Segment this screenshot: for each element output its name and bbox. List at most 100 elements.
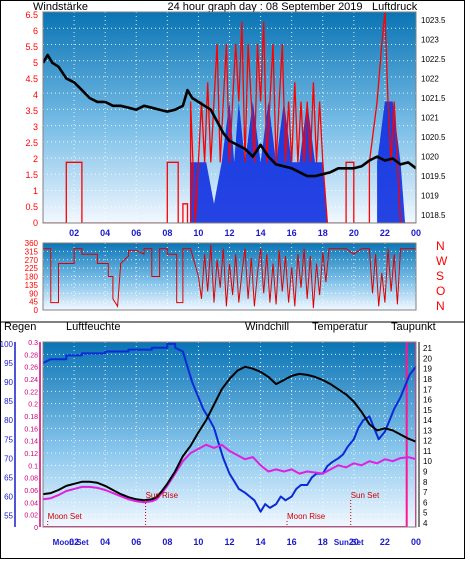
- time-tick-label: 22: [380, 228, 390, 238]
- temperature-tick-label: 9: [423, 468, 428, 477]
- time-tick-label: 20: [349, 537, 359, 547]
- windstaerke-label: Windstärke: [33, 1, 88, 13]
- temperature-tick-label: 11: [423, 447, 432, 456]
- humidity-tick-label: 55: [4, 512, 13, 521]
- direction-tick-label: 135: [25, 281, 39, 290]
- wind-tick-label: 0.5: [25, 202, 38, 212]
- pressure-line: [43, 53, 416, 178]
- weather-series: Moon Set Sun Rise Moon Rise Sun Set: [43, 342, 416, 527]
- time-tick-label: 10: [193, 537, 203, 547]
- luftfeuchte-label: Luftfeuchte: [66, 321, 120, 333]
- humidity-tick-label: 90: [4, 378, 13, 387]
- humidity-tick-label: 100: [0, 340, 14, 349]
- direction-tick-label: 270: [25, 256, 39, 265]
- temperature-tick-label: 21: [423, 344, 432, 353]
- time-tick-label: 06: [131, 537, 141, 547]
- wind-tick-label: 5: [33, 58, 38, 68]
- time-tick-label: 12: [224, 537, 234, 547]
- pressure-tick-label: 1022: [421, 74, 439, 83]
- wind-pressure-series: [43, 12, 416, 223]
- sun-moon-bottom-label: Moon Set: [53, 538, 89, 547]
- pressure-tick-label: 1018.5: [421, 211, 446, 220]
- pressure-tick-label: 1021.5: [421, 94, 446, 103]
- time-tick-label: 18: [318, 537, 328, 547]
- temperatur-label: Temperatur: [312, 321, 368, 333]
- wind-tick-label: 4: [33, 90, 38, 100]
- wind-tick-label: 4.5: [25, 74, 38, 84]
- wind-direction-line: [43, 244, 416, 309]
- temperature-tick-label: 14: [423, 416, 432, 425]
- taupunkt-label: Taupunkt: [391, 321, 436, 333]
- temperature-tick-label: 16: [423, 396, 432, 405]
- wind-tick-label: 3: [33, 122, 38, 132]
- humidity-tick-label: 60: [4, 492, 13, 501]
- temperature-tick-label: 5: [423, 509, 428, 518]
- wind-direction-plot-border: [42, 242, 417, 311]
- time-tick-label: 18: [318, 228, 328, 238]
- direction-tick-label: 45: [29, 298, 38, 307]
- wind-tick-label: 2: [33, 154, 38, 164]
- wind-tick-label: 0: [33, 218, 38, 228]
- weather-grid: [43, 342, 416, 527]
- pressure-tick-label: 1023.5: [421, 16, 446, 25]
- time-tick-label: 16: [287, 228, 297, 238]
- regen-tick-label: 0: [34, 525, 38, 532]
- dewpoint-line: [43, 443, 416, 504]
- temperature-tick-label: 13: [423, 426, 432, 435]
- compass-label: N: [436, 299, 445, 313]
- regen-tick-label: 0.28: [24, 352, 38, 359]
- temperature-tick-label: 6: [423, 498, 428, 507]
- regen-tick-label: 0.22: [24, 389, 38, 396]
- time-tick-label: 00: [411, 228, 421, 238]
- regen-tick-label: 0.1: [28, 463, 38, 470]
- weather-axes: 55606570758085909510000.020.040.060.080.…: [0, 340, 432, 547]
- wind-speed-line: [43, 12, 416, 223]
- time-tick-label: 04: [100, 228, 110, 238]
- time-tick-label: 02: [69, 537, 79, 547]
- regen-tick-label: 0.12: [24, 451, 38, 458]
- time-tick-label: 08: [162, 228, 172, 238]
- temperature-tick-label: 20: [423, 354, 432, 363]
- windchill-label: Windchill: [245, 321, 289, 333]
- temperature-tick-label: 17: [423, 385, 432, 394]
- humidity-line: [43, 342, 416, 513]
- temperature-tick-label: 4: [423, 519, 428, 528]
- compass-label: W: [436, 254, 448, 268]
- regen-tick-label: 0.04: [24, 500, 38, 507]
- pressure-tick-label: 1021: [421, 114, 439, 123]
- wind-tick-label: 3.5: [25, 106, 38, 116]
- sun-moon-bottom-label: Sun Set: [334, 538, 364, 547]
- humidity-tick-label: 80: [4, 416, 13, 425]
- temperature-tick-label: 19: [423, 365, 432, 374]
- regen-tick-label: 0.3: [28, 340, 38, 347]
- time-tick-label: 08: [162, 537, 172, 547]
- time-tick-label: 02: [69, 228, 79, 238]
- regen-tick-label: 0.18: [24, 414, 38, 421]
- pressure-tick-label: 1023: [421, 35, 439, 44]
- regen-tick-label: 0.24: [24, 377, 38, 384]
- temperature-tick-label: 12: [423, 437, 432, 446]
- sun-moon-label: Sun Rise: [146, 491, 179, 500]
- sun-moon-label: Sun Set: [351, 491, 380, 500]
- wind-tick-label: 6.5: [25, 10, 38, 20]
- regen-tick-label: 0.14: [24, 439, 38, 446]
- regen-label: Regen: [4, 321, 36, 333]
- temperature-tick-label: 8: [423, 478, 428, 487]
- regen-tick-label: 0.06: [24, 488, 38, 495]
- direction-tick-label: 360: [25, 239, 39, 248]
- temperature-tick-label: 15: [423, 406, 432, 415]
- temperature-tick-label: 10: [423, 457, 432, 466]
- temperature-tick-label: 7: [423, 488, 428, 497]
- time-tick-label: 04: [100, 537, 110, 547]
- time-tick-label: 10: [193, 228, 203, 238]
- regen-tick-label: 0.02: [24, 513, 38, 520]
- pressure-tick-label: 1020: [421, 153, 439, 162]
- wind-tick-label: 1: [33, 186, 38, 196]
- time-tick-label: 12: [224, 228, 234, 238]
- time-tick-label: 06: [131, 228, 141, 238]
- time-tick-label: 14: [256, 537, 266, 547]
- pressure-tick-label: 1019: [421, 192, 439, 201]
- time-tick-label: 22: [380, 537, 390, 547]
